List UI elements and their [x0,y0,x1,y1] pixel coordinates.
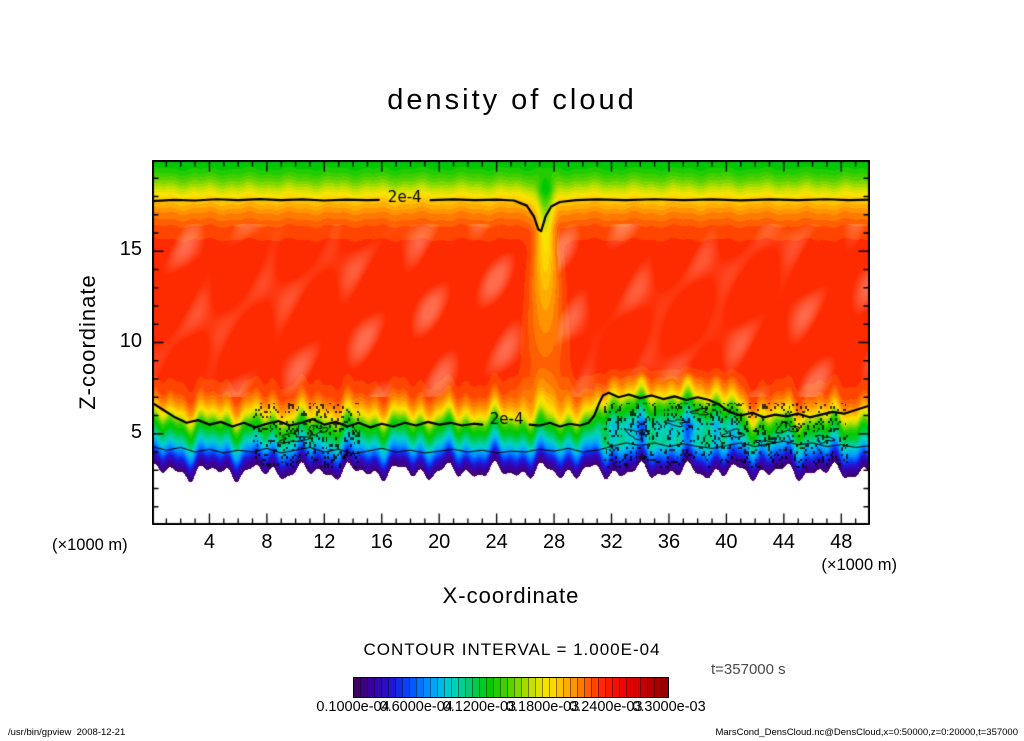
colorbar-cell [402,678,409,697]
colorbar-cell [661,678,668,697]
y-tick-label: 10 [119,329,142,352]
colorbar-cell [444,678,451,697]
colorbar-cell [500,678,507,697]
colorbar-cell [612,678,619,697]
colorbar-cell [619,678,626,697]
colorbar-cell [437,678,444,697]
colorbar-cell [556,678,563,697]
colorbar-label: 0.6000e-04 [379,699,453,715]
colorbar-cell [465,678,472,697]
colorbar-cell [633,678,640,697]
y-tick-label: 15 [119,238,142,261]
x-tick-label: 28 [542,531,566,553]
colorbar-cell [451,678,458,697]
colorbar-cell [416,678,423,697]
colorbar-label: 0.3000e-03 [632,699,706,715]
x-tick-label: 44 [772,531,795,553]
colorbar-cell [388,678,395,697]
colorbar-cell [458,678,465,697]
x-tick-label: 32 [600,531,623,553]
colorbar-cell [479,678,486,697]
x-axis-unit-label: (×1000 m) [821,556,897,574]
colorbar-cell [528,678,535,697]
time-annotation: t=357000 s [711,661,786,678]
x-tick-label: 4 [203,531,215,553]
x-tick-label: 12 [313,531,336,553]
colorbar-cell [598,678,605,697]
contour-interval-note: CONTOUR INTERVAL = 1.000E-04 [363,640,661,659]
colorbar-cell [640,678,647,697]
colorbar-cell [423,678,430,697]
colorbar-cell [409,678,416,697]
colorbar-cell [395,678,402,697]
x-tick-label: 40 [715,531,738,553]
colorbar-cell [591,678,598,697]
x-tick-label: 20 [428,531,451,553]
colorbar-cell [542,678,549,697]
colorbar-label: 0.1200e-03 [442,699,517,715]
x-tick-label: 16 [370,531,393,553]
x-tick-label: 8 [261,531,273,553]
x-tick-label: 36 [657,531,681,553]
colorbar-cell [507,678,514,697]
colorbar-cell [472,678,479,697]
x-axis-label: X-coordinate [442,583,580,608]
colorbar-cell [549,678,556,697]
colorbar-cell [647,678,654,697]
colorbar-tick-labels: 0.1000e-04 0.6000e-04 0.1200e-03 0.1800e-03… [316,699,705,717]
colorbar-cell [374,678,381,697]
colorbar-cell [514,678,521,697]
colorbar-cell [605,678,612,697]
colorbar-cell [486,678,493,697]
datafile-footer: MarsCond_DensCloud.nc@DensCloud,x=0:5000… [715,727,1018,738]
colorbar-cell [521,678,528,697]
y-tick-label: 5 [130,420,142,443]
colorbar [353,677,669,698]
colorbar-label: 0.1000e-04 [316,699,390,715]
colorbar-label: 0.2400e-03 [569,699,643,715]
colorbar-cell [381,678,388,697]
colorbar-cell [535,678,542,697]
colorbar-cell [584,678,591,697]
colorbar-cell [493,678,500,697]
command-footer: /usr/bin/gpview 2008-12-21 [8,727,126,738]
colorbar-cell [654,678,661,697]
chart-title: density of cloud [387,84,637,116]
colorbar-cell [360,678,367,697]
colorbar-cell [626,678,633,697]
x-tick-label: 24 [485,531,508,553]
colorbar-cell [577,678,584,697]
colorbar-label: 0.1800e-03 [505,699,580,715]
colorbar-cell [570,678,577,697]
colorbar-cell [563,678,570,697]
x-tick-label: 48 [830,531,853,553]
contour-plot-canvas [152,160,870,525]
colorbar-cell [430,678,437,697]
colorbar-cell [367,678,374,697]
y-axis-unit-label: (×1000 m) [52,536,128,554]
colorbar-cell [354,678,360,697]
